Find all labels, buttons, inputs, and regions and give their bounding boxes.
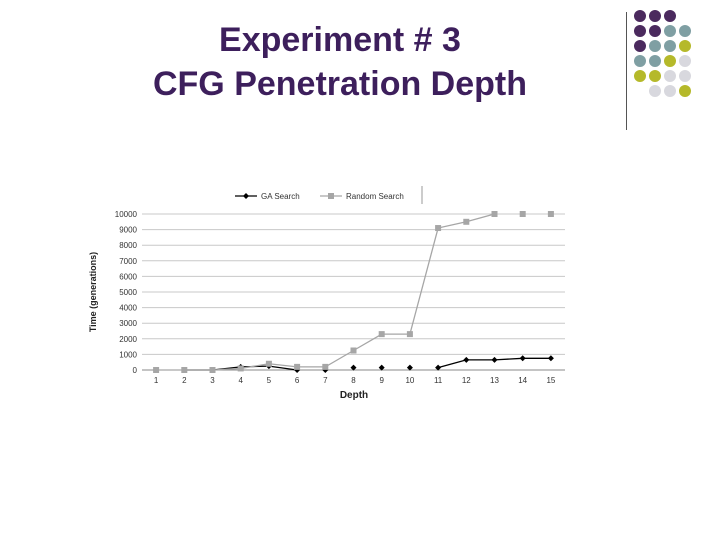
y-tick-label: 10000 [115,210,138,219]
data-point [406,364,413,371]
decorative-dot [649,85,661,97]
decorative-dot [679,70,691,82]
data-point [519,211,526,217]
y-tick-label: 4000 [119,304,137,313]
x-tick-label: 15 [546,376,555,385]
decorative-dot [664,25,676,37]
decorative-dot-grid [634,10,720,120]
legend-marker [328,193,334,199]
decorative-dot [649,40,661,52]
data-point [547,211,554,217]
y-tick-label: 0 [133,366,138,375]
decorative-dot [679,25,691,37]
legend-label: Random Search [346,192,404,201]
y-tick-label: 1000 [119,350,137,359]
decorative-dot [634,55,646,67]
x-tick-label: 7 [323,376,328,385]
data-point [491,356,498,363]
y-tick-label: 6000 [119,272,137,281]
x-tick-label: 9 [379,376,384,385]
data-point [350,347,357,354]
data-point [463,218,470,225]
decorative-dot [664,10,676,22]
decorative-dot [634,40,646,52]
y-tick-label: 7000 [119,257,137,266]
y-tick-label: 5000 [119,288,137,297]
x-tick-label: 4 [238,376,243,385]
x-tick-label: 5 [267,376,272,385]
x-tick-label: 8 [351,376,356,385]
x-tick-label: 14 [518,376,527,385]
data-point [237,365,244,372]
title-line-1: Experiment # 3 [219,21,461,59]
data-point [519,355,526,362]
data-point [265,360,272,367]
x-tick-label: 2 [182,376,187,385]
x-tick-label: 1 [154,376,159,385]
decorative-dot [679,85,691,97]
data-point [378,364,385,371]
decorative-dot [664,70,676,82]
y-tick-label: 3000 [119,319,137,328]
legend-marker [243,193,249,199]
decorative-dot [634,25,646,37]
data-point [378,331,385,338]
data-point [406,331,413,338]
legend-label: GA Search [261,192,300,201]
x-tick-label: 3 [210,376,215,385]
data-point [322,363,329,370]
decorative-dot [664,85,676,97]
line-chart: 0 1000 2000 3000 4000 5000 6000 7000 8000 9000 100… [88,186,565,401]
grid-lines [142,213,565,371]
x-tick-label: 12 [462,376,471,385]
data-point [209,367,216,373]
x-tick-label: 11 [434,376,443,385]
data-point [491,211,498,217]
decorative-dot [649,25,661,37]
decorative-dot [649,70,661,82]
data-point [435,364,442,371]
decorative-dot [664,55,676,67]
data-point [294,363,301,370]
x-axis-label: Depth [340,390,368,401]
y-axis-label: Time (generations) [88,252,98,332]
data-point [435,225,442,232]
series-layer [153,211,554,373]
y-tick-label: 2000 [119,335,137,344]
x-tick-label: 6 [295,376,300,385]
y-tick-label: 9000 [119,226,137,235]
y-tick-label: 8000 [119,241,137,250]
title-divider-line [626,12,627,130]
decorative-dot [679,55,691,67]
legend: GA Search Random Search [235,186,423,204]
decorative-dot [649,10,661,22]
x-tick-label: 10 [405,376,414,385]
decorative-dot [649,55,661,67]
data-point [463,356,470,363]
data-point [350,364,357,371]
data-point [181,367,188,373]
data-point [547,355,554,362]
slide-title: Experiment # 3 CFG Penetration Depth [90,18,590,106]
title-line-2: CFG Penetration Depth [152,65,528,103]
data-point [153,367,160,373]
x-tick-label: 13 [490,376,499,385]
decorative-dot [634,70,646,82]
decorative-dot [634,10,646,22]
decorative-dot [664,40,676,52]
decorative-dot [679,40,691,52]
